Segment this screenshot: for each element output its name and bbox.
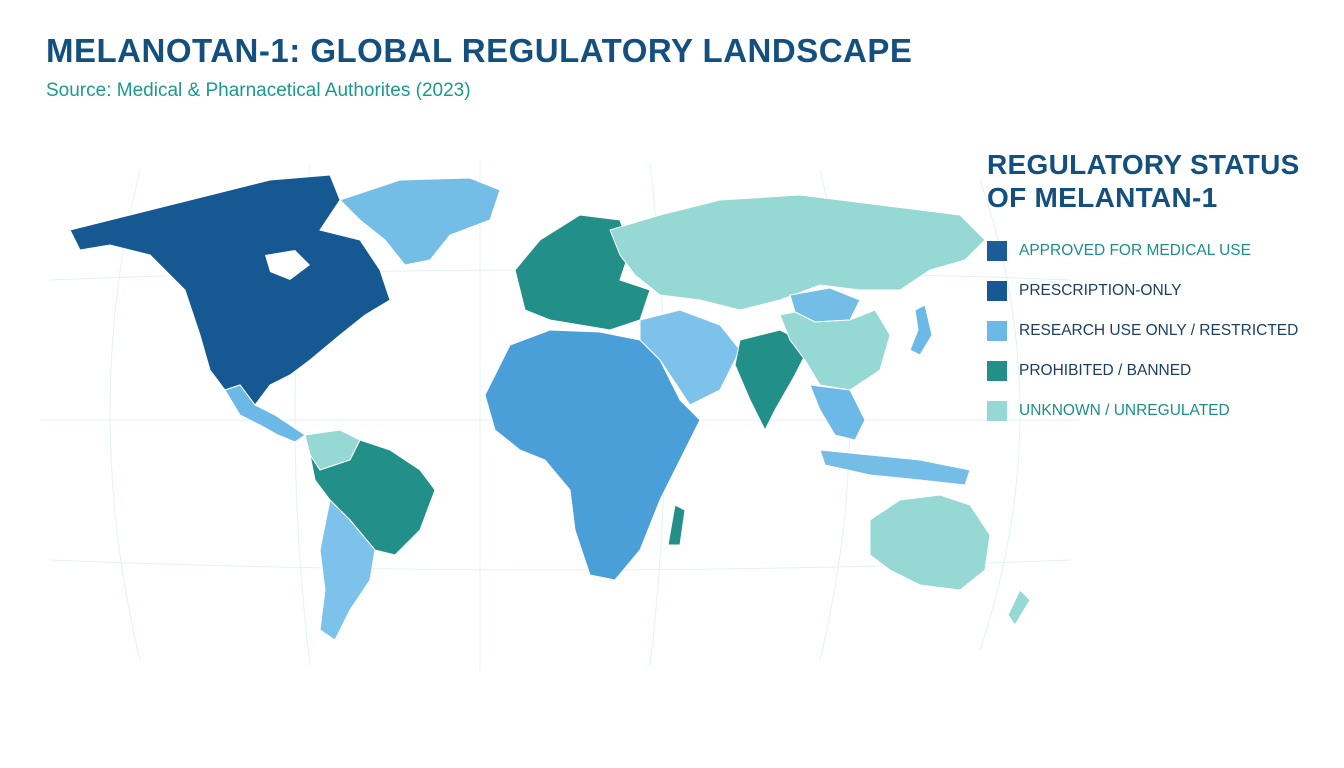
- legend-label: APPROVED FOR MEDICAL USE: [1019, 242, 1251, 259]
- legend-label: PROHIBITED / BANNED: [1019, 362, 1192, 379]
- legend-item-approved: APPROVED FOR MEDICAL USE: [987, 240, 1327, 262]
- region-madagascar: [667, 504, 686, 546]
- legend-swatch: [987, 241, 1007, 261]
- legend-swatch: [987, 361, 1007, 381]
- legend-swatch: [987, 281, 1007, 301]
- world-map: [20, 160, 1090, 670]
- region-southern-south-america: [319, 498, 376, 641]
- region-australia: [869, 494, 991, 591]
- legend-item-unknown: UNKNOWN / UNREGULATED: [987, 400, 1327, 422]
- region-north-america-lake: [265, 250, 310, 280]
- legend-label: PRESCRIPTION-ONLY: [1019, 282, 1182, 299]
- region-southeast-asia: [809, 384, 866, 441]
- region-russia: [609, 194, 986, 311]
- source-subtitle: Source: Medical & Pharnacetical Authorit…: [46, 80, 471, 101]
- region-japan: [909, 304, 933, 356]
- legend-item-prescription: PRESCRIPTION-ONLY: [987, 280, 1327, 302]
- region-new-zealand: [1007, 589, 1031, 626]
- legend-item-research: RESEARCH USE ONLY / RESTRICTED: [987, 320, 1327, 342]
- legend-label: RESEARCH USE ONLY / RESTRICTED: [1019, 322, 1299, 339]
- region-north-america: [69, 174, 391, 406]
- legend-title-line-2: OF MELANTAN-1: [987, 182, 1218, 213]
- legend-title-line-1: REGULATORY STATUS: [987, 149, 1300, 180]
- legend-title: REGULATORY STATUS OF MELANTAN-1: [987, 148, 1327, 214]
- region-greenland: [339, 177, 501, 266]
- legend-swatch: [987, 321, 1007, 341]
- legend-label: UNKNOWN / UNREGULATED: [1019, 402, 1230, 419]
- legend-swatch: [987, 401, 1007, 421]
- page-title: MELANOTAN-1: GLOBAL REGULATORY LANDSCAPE: [46, 32, 913, 69]
- region-indonesia: [819, 449, 971, 486]
- region-central-america: [224, 384, 306, 443]
- legend-item-prohibited: PROHIBITED / BANNED: [987, 360, 1327, 382]
- region-middle-east: [639, 309, 741, 406]
- map-legend: REGULATORY STATUS OF MELANTAN-1 APPROVED…: [987, 148, 1327, 440]
- region-china: [779, 309, 891, 391]
